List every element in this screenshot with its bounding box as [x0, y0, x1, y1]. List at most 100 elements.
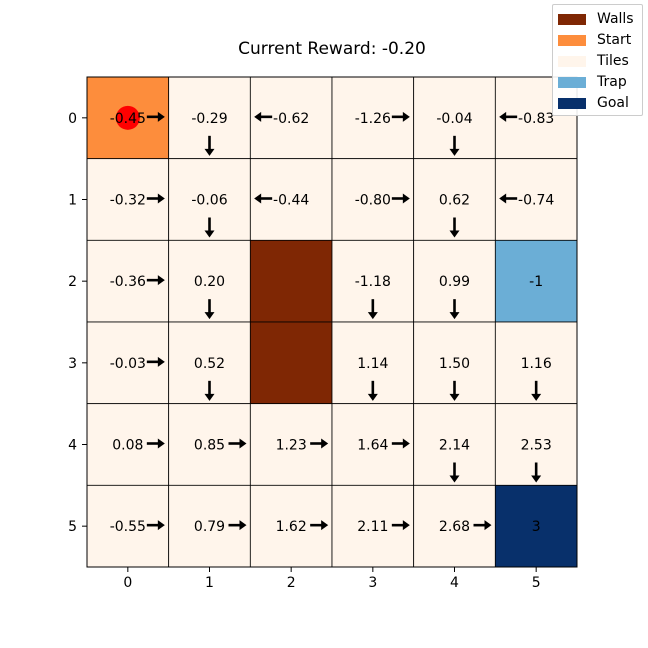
legend-label: Trap [597, 74, 627, 90]
legend-swatch-walls [558, 13, 586, 25]
legend-item-tiles: Tiles [558, 53, 629, 69]
legend-item-trap: Trap [558, 74, 627, 90]
policy-arrow-right-icon [391, 111, 410, 122]
policy-arrow-right-icon [391, 193, 410, 204]
y-tick-label: 5 [68, 519, 77, 535]
state-value-r0-c2: -0.62 [273, 111, 309, 127]
cell-trap-r2-c5 [494, 239, 578, 323]
policy-arrow-down-icon [449, 135, 460, 156]
state-value-r1-c3: -0.80 [355, 193, 391, 209]
grid-overlay: -0.45 -0.29 -0.62 -1.26 -0.04 -0.83 -0.32 -0.06… [110, 105, 554, 535]
policy-arrow-right-icon [473, 520, 492, 531]
state-value-r1-c4: 0.62 [439, 193, 470, 209]
y-tick-label: 1 [68, 193, 77, 209]
state-value-r4-c3: 1.64 [357, 438, 388, 454]
state-value-r1-c5: -0.74 [518, 193, 554, 209]
legend-label: Goal [597, 95, 629, 111]
legend-swatch-start [558, 34, 586, 46]
policy-arrow-right-icon [146, 438, 165, 449]
y-tick-label: 2 [68, 274, 77, 290]
state-value-r0-c4: -0.04 [436, 111, 472, 127]
policy-arrow-right-icon [146, 520, 165, 531]
policy-arrow-down-icon [204, 380, 215, 401]
legend-label: Walls [597, 11, 634, 27]
state-value-r2-c0: -0.36 [110, 274, 146, 290]
policy-arrow-right-icon [228, 520, 247, 531]
state-value-r1-c0: -0.32 [110, 193, 146, 209]
x-tick-label: 5 [532, 575, 541, 591]
agent-marker [115, 105, 140, 130]
legend-item-walls: Walls [558, 11, 634, 27]
state-value-r4-c4: 2.14 [439, 438, 470, 454]
policy-arrow-down-icon [449, 299, 460, 320]
policy-arrow-down-icon [204, 299, 215, 320]
legend-label: Tiles [597, 53, 629, 69]
x-tick-label: 2 [287, 575, 296, 591]
state-value-r0-c3: -1.26 [355, 111, 391, 127]
policy-arrow-down-icon [449, 462, 460, 483]
state-value-r2-c5: -1 [529, 274, 543, 290]
policy-arrow-right-icon [391, 438, 410, 449]
state-value-r0-c0: -0.45 [110, 111, 146, 127]
state-value-r0-c1: -0.29 [191, 111, 227, 127]
state-value-r3-c5: 1.16 [521, 356, 552, 372]
policy-arrow-right-icon [310, 438, 329, 449]
policy-arrow-down-icon [367, 299, 378, 320]
policy-arrow-left-icon [499, 193, 518, 204]
state-value-r3-c3: 1.14 [357, 356, 388, 372]
state-value-r4-c2: 1.23 [276, 438, 307, 454]
y-tick-label: 4 [68, 438, 77, 454]
state-value-r3-c0: -0.03 [110, 356, 146, 372]
figure-title: Current Reward: -0.20 [238, 39, 426, 59]
legend-swatch-trap [558, 76, 586, 88]
state-value-r5-c2: 1.62 [276, 519, 307, 535]
policy-arrow-left-icon [254, 111, 273, 122]
legend-swatch-goal [558, 97, 586, 109]
state-value-r5-c4: 2.68 [439, 519, 470, 535]
x-tick-label: 1 [205, 575, 214, 591]
state-value-r4-c5: 2.53 [521, 438, 552, 454]
state-value-r5-c0: -0.55 [110, 519, 146, 535]
legend-label: Start [597, 32, 632, 48]
policy-arrow-down-icon [449, 380, 460, 401]
policy-arrow-right-icon [146, 111, 165, 122]
state-value-r2-c1: 0.20 [194, 274, 225, 290]
state-value-r5-c1: 0.79 [194, 519, 225, 535]
policy-arrow-right-icon [391, 520, 410, 531]
legend: Walls Start Tiles Trap Goal [552, 4, 643, 116]
grid-cells [86, 76, 578, 568]
state-value-r4-c0: 0.08 [112, 438, 143, 454]
state-value-r1-c1: -0.06 [191, 193, 227, 209]
plot-frame [86, 76, 578, 568]
policy-arrow-down-icon [204, 135, 215, 156]
legend-item-start: Start [558, 32, 632, 48]
cell-walls-r2-c2 [249, 239, 333, 323]
policy-arrow-down-icon [204, 217, 215, 238]
state-value-r1-c2: -0.44 [273, 193, 309, 209]
state-value-r0-c5: -0.83 [518, 111, 554, 127]
y-tick-label: 3 [68, 356, 77, 372]
legend-item-goal: Goal [558, 95, 629, 111]
policy-arrow-left-icon [499, 111, 518, 122]
policy-arrow-down-icon [531, 462, 542, 483]
x-tick-label: 3 [368, 575, 377, 591]
policy-arrow-right-icon [146, 356, 165, 367]
policy-arrow-down-icon [367, 380, 378, 401]
legend-swatch-tiles [558, 55, 586, 67]
policy-arrow-right-icon [310, 520, 329, 531]
state-value-r5-c3: 2.11 [357, 519, 388, 535]
x-tick-label: 0 [123, 575, 132, 591]
state-value-r2-c4: 0.99 [439, 274, 470, 290]
state-value-r4-c1: 0.85 [194, 438, 225, 454]
state-value-r5-c5: 3 [532, 519, 541, 535]
policy-arrow-right-icon [146, 193, 165, 204]
x-tick-label: 4 [450, 575, 459, 591]
policy-arrow-right-icon [146, 275, 165, 286]
policy-arrow-down-icon [531, 380, 542, 401]
y-tick-label: 0 [68, 111, 77, 127]
state-value-r3-c4: 1.50 [439, 356, 470, 372]
policy-arrow-left-icon [254, 193, 273, 204]
cell-walls-r3-c2 [249, 321, 333, 405]
axis-ticks: 0 1 2 3 4 5 0 1 2 3 4 5 [68, 111, 541, 591]
policy-arrow-right-icon [228, 438, 247, 449]
